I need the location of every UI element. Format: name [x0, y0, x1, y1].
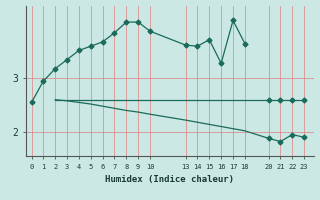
X-axis label: Humidex (Indice chaleur): Humidex (Indice chaleur): [105, 175, 234, 184]
